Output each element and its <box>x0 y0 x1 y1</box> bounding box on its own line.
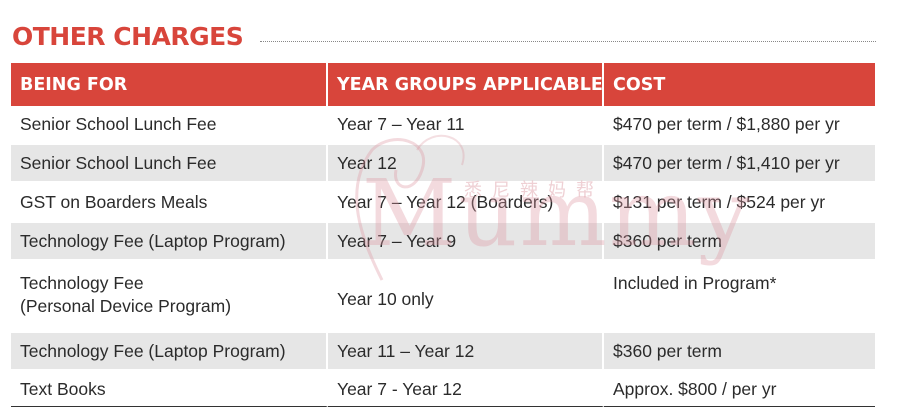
section-header: OTHER CHARGES <box>12 20 876 54</box>
cell-cost: $470 per term / $1,880 per yr <box>604 106 875 145</box>
section-title: OTHER CHARGES <box>12 22 244 51</box>
cell-year-groups: Year 12 <box>328 145 604 184</box>
cell-cost: $360 per term <box>604 223 875 262</box>
cell-year-groups: Year 7 – Year 9 <box>328 223 604 262</box>
other-charges-table: BEING FOR YEAR GROUPS APPLICABLE COST Se… <box>11 63 875 407</box>
cell-cost: Approx. $800 / per yr <box>604 372 875 407</box>
cell-being-for: Technology Fee (Laptop Program) <box>11 223 328 262</box>
column-header-cost: COST <box>604 63 875 106</box>
cell-cost: Included in Program* <box>604 262 875 333</box>
cell-being-for-line-1: Technology Fee <box>20 273 144 293</box>
column-header-being-for: BEING FOR <box>11 63 328 106</box>
cell-being-for: Senior School Lunch Fee <box>11 106 328 145</box>
cell-cost: $470 per term / $1,410 per yr <box>604 145 875 184</box>
cell-being-for: GST on Boarders Meals <box>11 184 328 223</box>
cell-cost: $360 per term <box>604 333 875 372</box>
cell-year-groups: Year 7 – Year 12 (Boarders) <box>328 184 604 223</box>
cell-year-groups: Year 11 – Year 12 <box>328 333 604 372</box>
cell-cost: $131 per term / $524 per yr <box>604 184 875 223</box>
table-row: GST on Boarders Meals Year 7 – Year 12 (… <box>11 184 875 223</box>
table-row: Technology Fee (Personal Device Program)… <box>11 262 875 333</box>
cell-being-for: Technology Fee (Laptop Program) <box>11 333 328 372</box>
table-row: Technology Fee (Laptop Program) Year 7 –… <box>11 223 875 262</box>
cell-year-groups: Year 7 - Year 12 <box>328 372 604 407</box>
table-row: Technology Fee (Laptop Program) Year 11 … <box>11 333 875 372</box>
cell-year-groups: Year 10 only <box>328 262 604 333</box>
cell-being-for: Senior School Lunch Fee <box>11 145 328 184</box>
table-row: Senior School Lunch Fee Year 12 $470 per… <box>11 145 875 184</box>
dotted-rule <box>260 41 876 42</box>
column-header-year-groups: YEAR GROUPS APPLICABLE <box>328 63 604 106</box>
cell-year-groups: Year 7 – Year 11 <box>328 106 604 145</box>
cell-being-for: Technology Fee (Personal Device Program) <box>11 262 328 333</box>
table-header-row: BEING FOR YEAR GROUPS APPLICABLE COST <box>11 63 875 106</box>
table-row: Senior School Lunch Fee Year 7 – Year 11… <box>11 106 875 145</box>
table-row: Text Books Year 7 - Year 12 Approx. $800… <box>11 372 875 407</box>
cell-being-for: Text Books <box>11 372 328 407</box>
cell-being-for-line-2: (Personal Device Program) <box>20 296 232 316</box>
